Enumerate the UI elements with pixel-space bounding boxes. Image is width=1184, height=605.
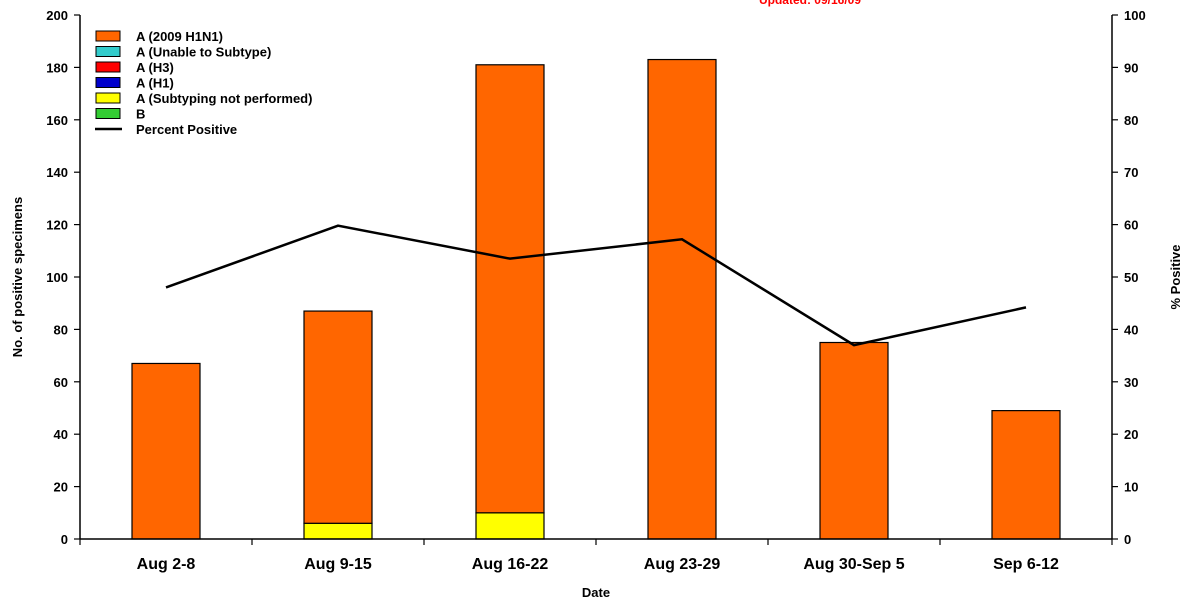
x-tick-label: Aug 23-29 bbox=[644, 556, 721, 573]
y-tick-label-left: 0 bbox=[61, 532, 68, 547]
bar-segment bbox=[303, 310, 373, 524]
y-tick-label-right: 0 bbox=[1124, 532, 1131, 547]
y-axis-title-right: % Positive bbox=[1168, 244, 1183, 309]
y-tick-label-left: 80 bbox=[54, 322, 68, 337]
legend-swatch bbox=[95, 92, 121, 104]
legend-swatch bbox=[95, 61, 121, 73]
y-tick-label-right: 40 bbox=[1124, 322, 1138, 337]
legend-label: A (Subtyping not performed) bbox=[136, 91, 312, 106]
bar-segment bbox=[647, 58, 717, 540]
legend-label: Percent Positive bbox=[136, 122, 237, 137]
bar-segment bbox=[131, 362, 201, 540]
percent-positive-line bbox=[165, 224, 1027, 347]
y-tick-label-right: 70 bbox=[1124, 165, 1138, 180]
legend: A (2009 H1N1)A (Unable to Subtype)A (H3)… bbox=[95, 29, 312, 137]
y-tick-label-right: 90 bbox=[1124, 60, 1138, 75]
x-tick-label: Aug 2-8 bbox=[137, 556, 196, 573]
legend-label: A (Unable to Subtype) bbox=[136, 45, 271, 60]
y-tick-label-right: 20 bbox=[1124, 427, 1138, 442]
updated-note: Updated: 09/16/09 bbox=[759, 0, 861, 7]
y-tick-label-left: 20 bbox=[54, 480, 68, 495]
bar-segment bbox=[475, 64, 545, 514]
y-tick-label-left: 120 bbox=[46, 218, 68, 233]
y-tick-label-right: 80 bbox=[1124, 113, 1138, 128]
y-tick-label-left: 40 bbox=[54, 427, 68, 442]
y-tick-label-right: 10 bbox=[1124, 480, 1138, 495]
y-tick-label-right: 30 bbox=[1124, 375, 1138, 390]
y-tick-label-left: 200 bbox=[46, 8, 68, 23]
axes-group bbox=[74, 14, 1118, 545]
x-tick-label: Aug 16-22 bbox=[472, 556, 549, 573]
bar-segment bbox=[303, 522, 373, 540]
legend-swatch bbox=[95, 46, 121, 57]
legend-swatch bbox=[95, 108, 121, 119]
x-tick-label: Aug 9-15 bbox=[304, 556, 372, 573]
y-tick-label-left: 180 bbox=[46, 60, 68, 75]
x-tick-label: Aug 30-Sep 5 bbox=[803, 556, 904, 573]
x-tick-label: Sep 6-12 bbox=[993, 556, 1059, 573]
y-tick-label-left: 140 bbox=[46, 165, 68, 180]
bars-group bbox=[131, 58, 1061, 540]
y-tick-label-left: 100 bbox=[46, 270, 68, 285]
legend-swatch bbox=[95, 77, 121, 88]
bar-segment bbox=[475, 512, 545, 540]
x-axis-title: Date bbox=[582, 585, 610, 600]
y-tick-label-right: 100 bbox=[1124, 8, 1146, 23]
y-tick-label-right: 60 bbox=[1124, 218, 1138, 233]
legend-label: A (H3) bbox=[136, 60, 174, 75]
y-tick-label-right: 50 bbox=[1124, 270, 1138, 285]
legend-swatch bbox=[95, 30, 121, 42]
labels-group: 0 20 40 60 80 100 120 140 160 180 200 0 10 20 30 40 50 60… bbox=[10, 0, 1183, 600]
y-tick-label-left: 60 bbox=[54, 375, 68, 390]
legend-label: A (2009 H1N1) bbox=[136, 29, 223, 44]
line-group bbox=[165, 224, 1027, 347]
bar-segment bbox=[819, 341, 889, 540]
y-tick-label-left: 160 bbox=[46, 113, 68, 128]
legend-label: A (H1) bbox=[136, 76, 174, 91]
y-axis-title-left: No. of positive specimens bbox=[10, 197, 25, 357]
bar-segment bbox=[991, 410, 1061, 540]
legend-label: B bbox=[136, 107, 145, 122]
